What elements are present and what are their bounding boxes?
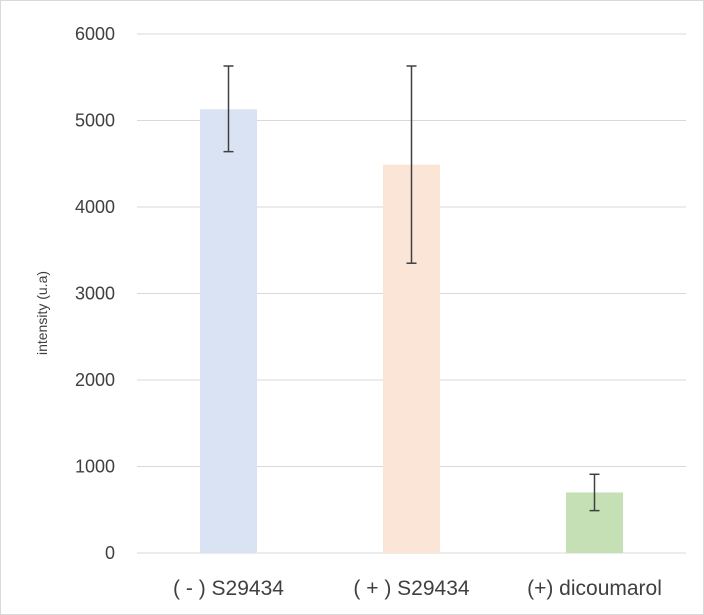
category-label: ( - ) S29434 (173, 577, 284, 600)
category-label: (+) dicoumarol (527, 577, 662, 600)
y-tick-label: 5000 (75, 111, 115, 131)
bar-1 (200, 109, 257, 553)
error-bars (223, 65, 600, 512)
bars (200, 109, 623, 554)
y-tick-label: 2000 (75, 370, 115, 390)
y-axis-ticks: 0 1000 2000 3000 4000 5000 6000 (75, 24, 115, 563)
y-axis-title: intensity (u.a) (34, 271, 50, 355)
y-tick-label: 4000 (75, 197, 115, 217)
y-tick-label: 1000 (75, 457, 115, 477)
y-tick-label: 0 (105, 543, 115, 563)
y-tick-label: 6000 (75, 24, 115, 44)
x-axis-categories: ( - ) S29434 ( + ) S29434 (+) dicoumarol (173, 577, 662, 600)
y-tick-label: 3000 (75, 284, 115, 304)
category-label: ( + ) S29434 (353, 577, 469, 600)
